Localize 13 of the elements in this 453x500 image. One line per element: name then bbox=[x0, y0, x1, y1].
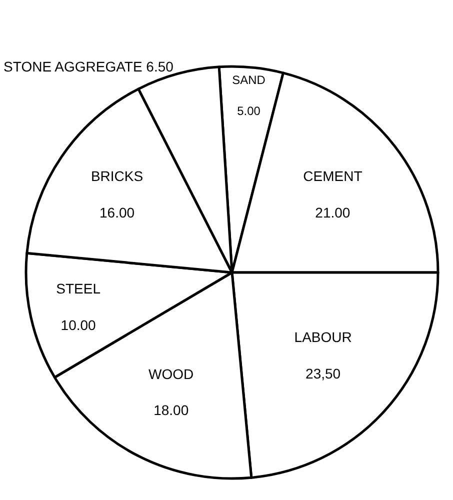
slice-label: LABOUR bbox=[294, 329, 352, 346]
slice-label: BRICKS bbox=[90, 168, 144, 184]
data-label: 21.00 bbox=[315, 204, 350, 220]
slice-label: STEEL bbox=[56, 280, 101, 297]
slice-label: STONE AGGREGATE 6.50 bbox=[4, 58, 174, 74]
slice-label: WOOD bbox=[148, 366, 194, 382]
data-label: 5.00 bbox=[237, 104, 261, 118]
slice-label: CEMENT bbox=[303, 168, 363, 184]
data-label: 18.00 bbox=[154, 402, 189, 418]
data-label: 23,50 bbox=[306, 366, 341, 382]
data-label: 16.00 bbox=[99, 204, 135, 221]
slice-label: SAND bbox=[232, 72, 266, 87]
data-label: 10.00 bbox=[60, 317, 96, 334]
